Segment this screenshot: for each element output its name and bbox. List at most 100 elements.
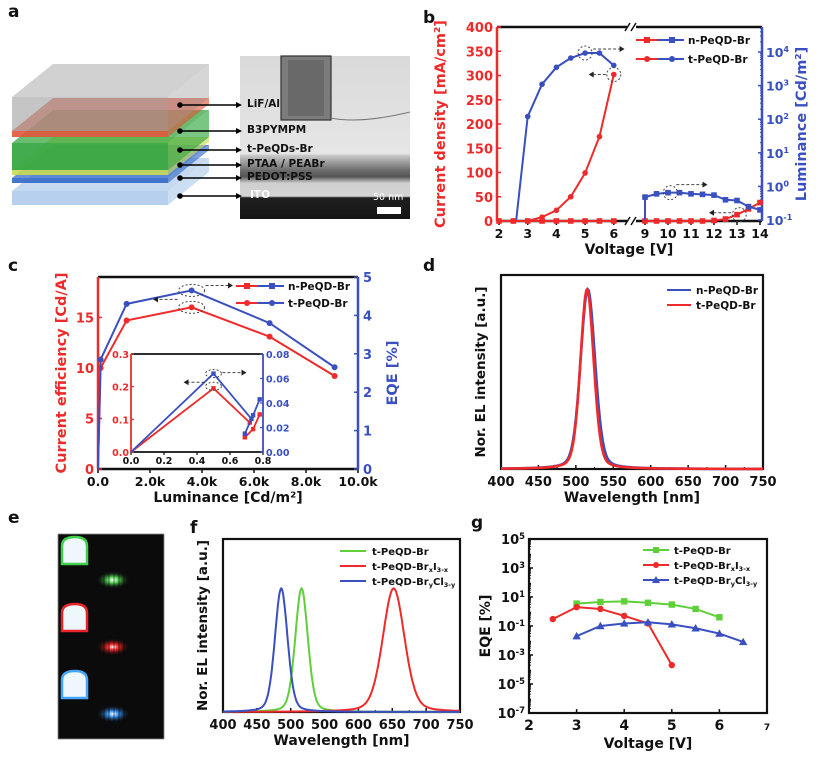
d-series-t-PeQD-Br [501, 286, 763, 471]
c-inset-xtick-label: 0.0 [123, 456, 140, 467]
f-xtick-label: 650 [379, 718, 406, 733]
axis-break-mark [630, 22, 637, 32]
chart-b: 2 3 4 5 6 9 10 11 12 13 14 Voltage [V] 0 50 100 150 200 2… [433, 20, 810, 258]
g-xtick-label: 3 [572, 718, 582, 734]
c-inset-ytick-left-label: 0.0 [112, 448, 129, 459]
d-xtick-label: 450 [525, 475, 552, 490]
c-data-point [123, 300, 130, 307]
b-ytick-left-label: 400 [466, 21, 493, 36]
b-legend-marker [669, 56, 675, 62]
g-xtick-label: 2 [524, 718, 534, 734]
b-legend-marker [669, 37, 675, 43]
b-xtick-label: 9 [641, 226, 650, 241]
c-inset-ytick-right-label: 0.02 [266, 424, 289, 435]
chart-f: 400 450 500 500 600 650 700 750 Wavelength [nm] N… [195, 537, 474, 749]
b-data-point [653, 218, 660, 224]
g-xtick-label: 6 [715, 718, 725, 734]
b-ylabel-right: Luminance [Cd/m²] [794, 47, 810, 202]
tem-label-3: PTAA / PEABr [247, 158, 325, 170]
c-legend-label: t-PeQD-Br [288, 298, 348, 310]
b-annotation-circle [606, 67, 622, 83]
b-legend-label: t-PeQD-Br [688, 54, 748, 66]
axis-break-gap [627, 217, 636, 225]
c-ytick-right-label: 2 [363, 386, 372, 401]
c-legend-label: n-PeQD-Br [288, 281, 351, 293]
c-ytick-right-label: 0 [363, 463, 372, 478]
g-data-point [597, 605, 604, 613]
c-data-point [188, 287, 195, 294]
c-inset-data-point [257, 397, 262, 402]
g-data-point [667, 620, 676, 628]
c-inset-annotation [205, 369, 222, 379]
panel-a-letter: a [8, 2, 20, 22]
f-xtick-label: 500 [277, 718, 304, 733]
c-data-point [188, 304, 195, 311]
b-data-point [539, 81, 545, 88]
chart-g: 2 3 4 5 6 7 Voltage [V] 105 103 101 10-1 10-3 10-5 10… [478, 531, 770, 752]
c-data-point [331, 364, 338, 371]
b-data-point [567, 193, 574, 200]
panel-f-letter: f [190, 518, 198, 538]
b-ytick-right-label: 103 [766, 78, 789, 94]
b-data-point [757, 199, 763, 206]
b-xlabel: Voltage [V] [585, 242, 674, 258]
f-xlabel: Wavelength [nm] [273, 733, 409, 749]
b-ytick-left-label: 100 [466, 167, 493, 182]
g-ytick-label: 10-3 [498, 647, 526, 664]
c-xtick-label: 6.0k [239, 474, 270, 489]
b-data-point [611, 218, 617, 224]
f-ylabel: Nor. EL intensity [a.u.] [195, 540, 211, 711]
b-data-point [567, 55, 574, 61]
b-data-point [553, 218, 560, 224]
f-xtick-label: 500 [311, 718, 338, 733]
g-data-point [572, 631, 581, 640]
b-data-point [582, 218, 588, 224]
axis-break-gap [627, 23, 636, 31]
g-ytick-label: 105 [501, 531, 525, 548]
b-series-line [499, 74, 615, 222]
g-data-point [573, 603, 580, 611]
c-xtick-label: 4.0k [187, 474, 218, 489]
d-xtick-label: 700 [712, 475, 739, 490]
g-legend-marker [653, 562, 659, 568]
g-xtick-label: 5 [667, 718, 677, 734]
f-legend-label: t-PeQD-BryCl3-y [372, 577, 456, 589]
f-series-t-PeQD-Br [223, 586, 460, 713]
g-data-point [597, 598, 604, 606]
d-xtick-label: 400 [487, 475, 514, 490]
panel-d-letter: d [423, 256, 436, 276]
d-xtick-label: 550 [600, 475, 627, 490]
c-inset-data-point [250, 413, 256, 418]
b-xtick-label: 6 [609, 226, 618, 241]
g-legend-label: t-PeQD-BrxI3-x [674, 561, 751, 573]
g-data-point [549, 615, 556, 623]
c-inset-xtick-label: 0.2 [156, 456, 173, 467]
f-xtick-label: 700 [413, 718, 440, 733]
b-arrowhead [619, 46, 625, 53]
b-data-point [553, 207, 560, 214]
g-data-point [716, 614, 723, 621]
b-data-point [711, 192, 717, 198]
b-data-point [642, 194, 648, 200]
c-inset-xtick-label: 0.8 [255, 456, 272, 467]
d-series-n-PeQD-Br [501, 287, 763, 471]
c-data-point [266, 320, 273, 327]
b-data-point [496, 218, 502, 224]
b-xtick-label: 4 [552, 226, 561, 241]
b-data-point [745, 203, 752, 210]
c-inset-ytick-right-label: 0.00 [266, 448, 290, 459]
c-xtick-label: 2.0k [135, 474, 166, 489]
f-series-t-PeQD-BryCl3-y [223, 586, 460, 713]
axis-break-mark [630, 216, 637, 226]
b-annotation-circle [731, 207, 747, 223]
c-annotation-circle [178, 300, 206, 314]
tem-label-0: LiF/Al [247, 98, 281, 110]
g-legend-marker [653, 547, 659, 553]
c-legend-marker [244, 300, 250, 306]
b-data-point [688, 218, 694, 224]
b-xtick-label: 5 [581, 226, 590, 241]
c-annotation-circle [178, 283, 206, 297]
c-inset-data-point [242, 435, 248, 440]
b-ytick-right-label: 10-1 [766, 212, 793, 228]
